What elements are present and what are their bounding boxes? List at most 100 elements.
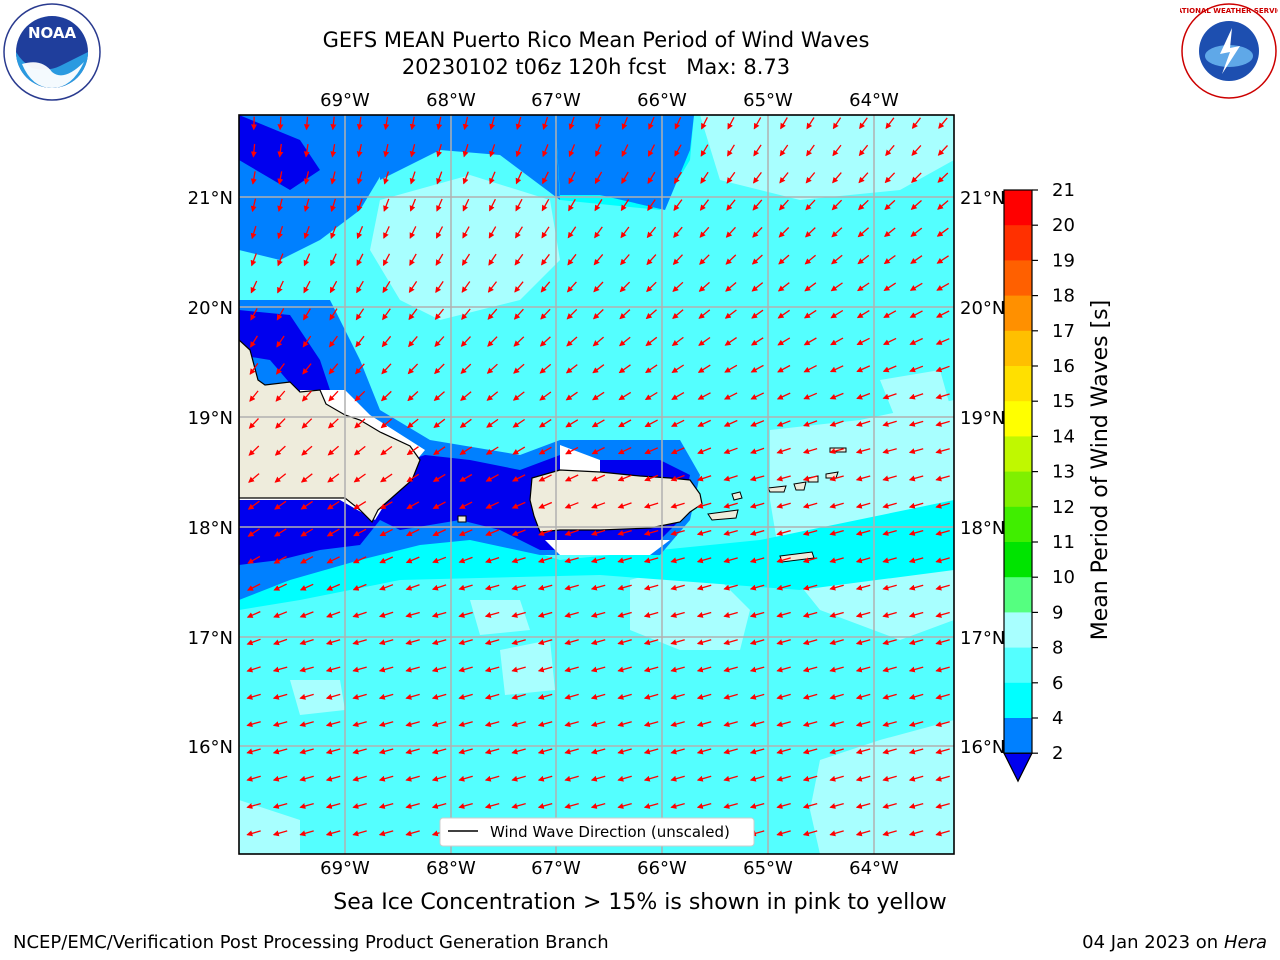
noaa-logo: NOAA [3,3,101,101]
wave-arrow-280 [512,391,525,401]
wave-arrow-592 [908,693,924,700]
lon-labels-top: 69°W 68°W 67°W 66°W 65°W 64°W [320,90,899,111]
wave-arrow-433 [273,555,287,564]
wave-arrow-517 [352,639,367,646]
wave-arrow-494 [458,611,473,618]
wave-arrow-338 [617,447,632,455]
wave-arrow-639 [723,748,738,755]
colorbar-tick-label-5: 10 [1052,567,1075,588]
colorbar-tick-label-15: 20 [1052,215,1075,236]
wave-arrow-255 [565,364,578,374]
wave-arrow-18 [727,116,735,130]
wave-arrow-168 [408,281,418,294]
wave-arrow-217 [276,335,285,348]
wave-arrow-166 [356,280,364,294]
wave-arrow-408 [326,528,340,537]
wave-arrow-632 [537,748,553,755]
wave-arrow-614 [776,721,791,728]
wave-arrow-67 [594,171,603,185]
wave-arrow-85 [356,198,363,212]
wave-arrow-465 [405,584,420,591]
wave-arrow-607 [590,721,606,728]
wave-arrow-81 [250,198,257,213]
wave-arrow-371 [776,475,791,482]
wave-arrow-125 [699,226,710,238]
wave-arrow-315 [723,419,738,427]
wave-arrow-477 [723,584,738,591]
wave-arrow-317 [776,420,791,427]
wave-arrow-91 [515,198,523,212]
wave-arrow-531 [723,639,738,646]
wave-arrow-394 [670,502,685,509]
wave-arrow-521 [458,639,473,646]
wave-arrow-151 [672,254,683,266]
land-hispaniola [239,339,421,524]
wave-arrow-261 [724,364,738,373]
wave-arrow-94 [594,199,603,212]
wave-arrow-275 [380,390,392,402]
wave-arrow-106 [910,200,922,210]
wave-arrow-10 [515,116,522,131]
wave-arrow-83 [303,198,310,212]
wave-arrow-488 [299,611,314,618]
wave-arrow-429 [882,529,897,536]
wave-arrow-215 [936,310,950,318]
wave-arrow-8 [462,116,469,131]
wave-arrow-134 [936,227,949,237]
wave-arrow-262 [750,364,764,373]
wave-arrow-278 [460,391,472,401]
wave-arrow-245 [302,363,312,375]
wave-arrow-360 [485,474,499,482]
wave-arrow-209 [777,309,790,319]
wave-arrow-365 [617,474,632,482]
wave-arrow-295 [908,393,924,400]
wave-arrow-679 [352,802,367,809]
wave-arrow-228 [566,336,578,347]
wave-arrow-559 [749,666,765,673]
lat-labels-left: 21°N 20°N 19°N 18°N 17°N 16°N [188,188,233,758]
wave-arrow-211 [830,309,844,319]
footer-credit: NCEP/EMC/Verification Post Processing Pr… [13,932,609,953]
wave-arrow-65 [542,171,549,185]
wave-arrow-688 [590,802,606,809]
wave-arrow-32 [383,143,390,158]
wave-arrow-377 [935,475,950,482]
wave-arrow-321 [882,420,897,427]
wave-arrow-325 [274,445,286,456]
lon-label-bottom-5: 64°W [849,858,899,879]
wave-arrow-28 [277,143,284,158]
wave-arrow-619 [908,721,924,728]
wave-arrow-547 [431,666,447,673]
wave-arrow-638 [696,748,712,755]
wave-arrow-25 [911,117,922,129]
colorbar: 2 4 6 8 9 10 11 12 13 14 15 16 17 18 19 20 21 [1003,180,1075,783]
wave-arrow-84 [330,198,337,212]
wave-arrow-565 [908,666,924,673]
wave-arrow-50 [858,144,869,157]
wave-arrow-108 [250,225,257,240]
wave-arrow-593 [935,693,950,700]
wave-arrow-646 [908,748,924,755]
wave-arrow-182 [777,282,790,292]
wave-arrow-417 [564,529,579,536]
wave-arrow-185 [857,282,870,292]
wave-arrow-648 [246,775,261,782]
wave-arrow-138 [330,253,337,267]
wave-arrow-287 [697,392,711,400]
wave-arrow-583 [670,693,685,700]
wave-arrow-62 [462,171,469,185]
wave-arrow-354 [327,473,340,483]
wave-arrow-254 [539,363,552,374]
wave-arrow-174 [566,281,577,293]
wave-arrow-686 [537,802,553,809]
wave-arrow-674 [935,775,950,782]
wave-arrow-691 [670,802,685,809]
wave-arrow-355 [353,473,366,483]
wave-arrow-40 [595,144,602,158]
wave-arrow-678 [325,802,341,809]
wave-arrow-684 [484,802,500,809]
wave-arrow-236 [777,337,791,346]
wave-arrow-652 [352,775,367,782]
wave-arrow-375 [882,475,897,482]
wave-arrow-133 [910,227,923,237]
